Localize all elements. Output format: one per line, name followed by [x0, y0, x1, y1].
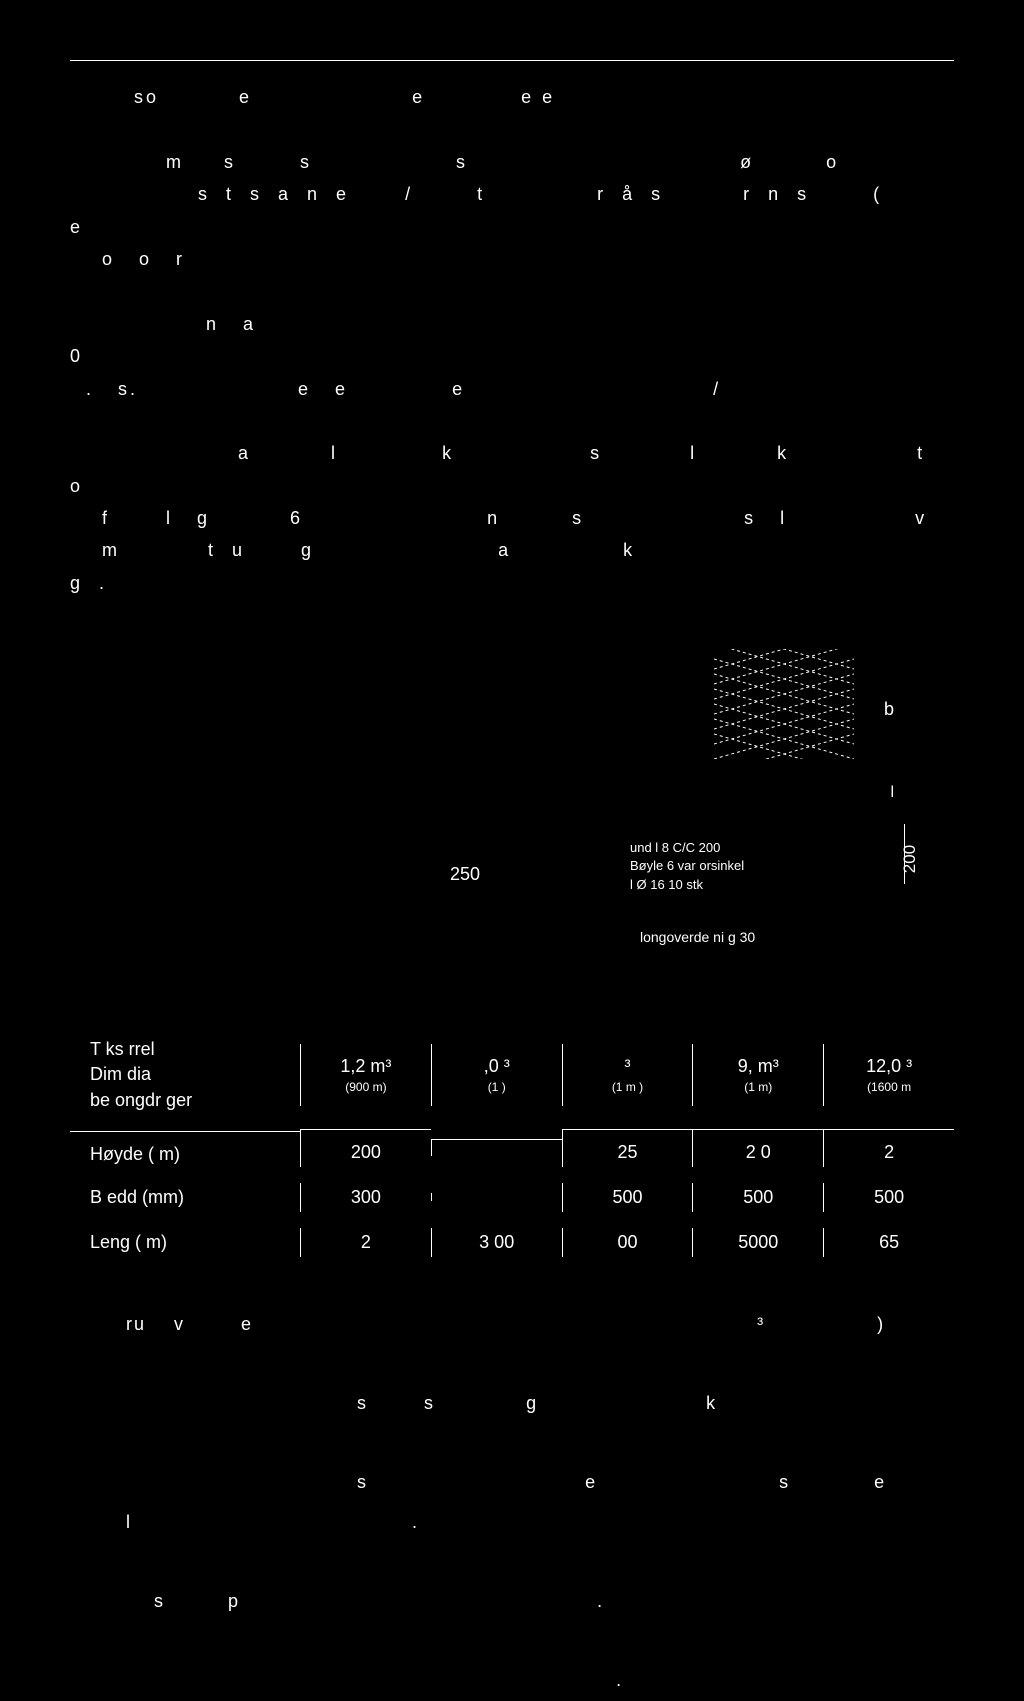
- diagram-vertical-200: 200: [900, 845, 920, 873]
- table-row: B edd (mm)300500500500: [70, 1175, 954, 1220]
- table-cell: 200: [300, 1129, 431, 1167]
- table-header-col-3: 9, m³ (1 m): [692, 1044, 823, 1106]
- table-row-label: Leng ( m): [70, 1232, 300, 1253]
- table-header-label-line3: be ongdr ger: [90, 1088, 300, 1113]
- diagram-right-labels: und l 8 C/C 200Bøyle 6 var orsinkell Ø 1…: [630, 839, 744, 894]
- table-cell: 500: [692, 1183, 823, 1212]
- table-cell: 500: [562, 1183, 693, 1212]
- table-cell: 5000: [692, 1228, 823, 1257]
- table-cell: [431, 1193, 562, 1201]
- diagram-vert-line: [904, 824, 906, 884]
- table-row-label: B edd (mm): [70, 1187, 300, 1208]
- table-cell: 2 0: [692, 1129, 823, 1167]
- table-cell: 300: [300, 1183, 431, 1212]
- hatch-pattern: [714, 649, 854, 759]
- table-header-label-line2: Dim dia: [90, 1062, 300, 1087]
- table-cell: 65: [823, 1228, 954, 1257]
- table-cell: 500: [823, 1183, 954, 1212]
- diagram-label-l: l: [890, 784, 894, 802]
- table-header-col-4: 12,0 ³ (1600 m: [823, 1044, 954, 1106]
- table-cell: 2: [300, 1228, 431, 1257]
- top-rule: [70, 60, 954, 61]
- table-cell: [431, 1139, 562, 1156]
- table-row: Høyde ( m)200 252 02: [70, 1121, 954, 1175]
- top-text-block: so e e e e m s s s ø o s t s a n e / t: [70, 81, 954, 599]
- table-cell: 25: [562, 1129, 693, 1167]
- dimensions-table: T ks rrel Dim dia be ongdr ger 1,2 m³ (9…: [70, 1029, 954, 1265]
- table-header-row: T ks rrel Dim dia be ongdr ger 1,2 m³ (9…: [70, 1029, 954, 1121]
- table-header-col-0: 1,2 m³ (900 m): [300, 1044, 431, 1106]
- diagram-label-b: b: [884, 699, 894, 720]
- diagram-center-number: 250: [450, 864, 480, 885]
- table-header-label: T ks rrel Dim dia be ongdr ger: [70, 1037, 300, 1113]
- diagram-caption: longoverde ni g 30: [640, 929, 755, 945]
- table-row-label: Høyde ( m): [70, 1131, 300, 1165]
- table-header-col-1: ,0 ³ (1 ): [431, 1044, 562, 1106]
- table-row: Leng ( m)23 0000500065: [70, 1220, 954, 1265]
- table-header-col-2: ³ (1 m ): [562, 1044, 693, 1106]
- bottom-text-block: ru v e ³ ) s s g k: [70, 1305, 954, 1701]
- table-cell: 3 00: [431, 1228, 562, 1257]
- table-header-label-line1: T ks rrel: [90, 1037, 300, 1062]
- table-cell: 2: [823, 1129, 954, 1167]
- diagram-area: b l 250 und l 8 C/C 200Bøyle 6 var orsin…: [70, 639, 954, 999]
- table-body: Høyde ( m)200252 02B edd (mm)30050050050…: [70, 1121, 954, 1265]
- table-cell: 00: [562, 1228, 693, 1257]
